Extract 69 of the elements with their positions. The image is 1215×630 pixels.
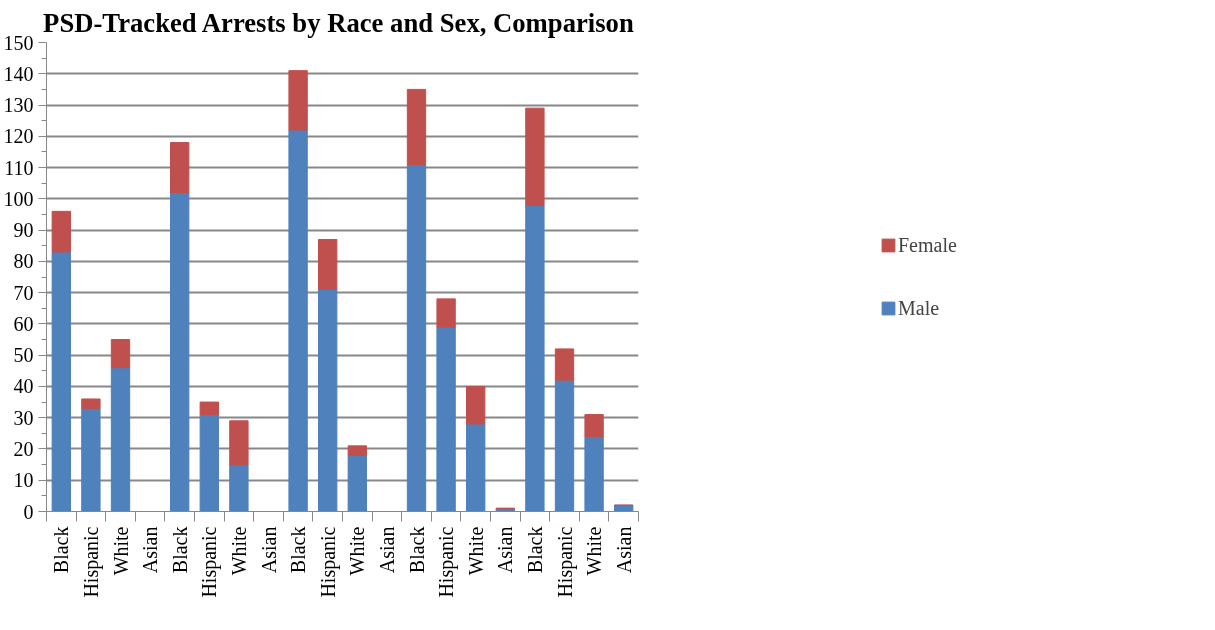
bar <box>170 142 190 194</box>
x-tick-label: Asian <box>257 526 280 574</box>
y-tick-label: 130 <box>3 94 34 117</box>
x-tick-label: Asian <box>139 526 162 574</box>
y-tick-label: 140 <box>3 62 34 85</box>
bar <box>318 238 338 291</box>
bar <box>288 70 308 131</box>
bar <box>525 204 545 512</box>
y-tick-label: 80 <box>13 250 34 273</box>
x-tick-label: White <box>346 526 369 576</box>
bar <box>288 129 308 512</box>
x-tick-label: Asian <box>375 526 398 574</box>
x-tick-label: Hispanic <box>435 526 459 598</box>
x-tick-label: Asian <box>494 526 517 574</box>
y-tick-label: 100 <box>3 187 34 210</box>
y-tick-label: 40 <box>13 375 34 398</box>
x-tick-label: Asian <box>612 526 635 574</box>
bar <box>347 454 367 512</box>
bar <box>466 423 486 512</box>
bar <box>81 407 101 512</box>
bar <box>584 414 604 437</box>
bar <box>199 414 219 512</box>
x-tick-label: Hispanic <box>553 526 577 598</box>
x-tick-label: Hispanic <box>79 526 103 598</box>
bar <box>51 210 71 253</box>
x-tick-label: Hispanic <box>316 526 340 598</box>
bar <box>199 401 219 416</box>
bar <box>436 298 456 328</box>
bar <box>554 348 575 381</box>
bar <box>229 464 249 512</box>
chart-title: PSD-Tracked Arrests by Race and Sex, Comparison <box>43 7 634 38</box>
x-tick-label: White <box>583 526 606 576</box>
x-tick-label: Black <box>287 526 310 574</box>
bar <box>51 251 71 512</box>
bar <box>406 88 427 165</box>
bar <box>554 379 575 512</box>
bar <box>525 107 545 206</box>
y-tick-label: 90 <box>13 219 34 242</box>
y-tick-label: 70 <box>13 281 34 304</box>
y-tick-label: 10 <box>13 469 34 492</box>
x-tick-label: White <box>464 526 487 576</box>
x-tick-label: Black <box>523 526 546 574</box>
bar <box>81 398 101 409</box>
bar <box>110 367 131 512</box>
x-tick-label: White <box>109 526 132 576</box>
bar <box>347 445 367 456</box>
y-tick-label: 150 <box>3 31 34 54</box>
x-tick-label: Black <box>405 526 428 574</box>
legend-label: Male <box>898 296 941 320</box>
bar <box>436 326 456 512</box>
bar <box>229 420 249 466</box>
y-tick-label: 30 <box>13 406 34 429</box>
bar <box>466 385 486 425</box>
bar <box>584 435 604 512</box>
bar <box>406 163 427 512</box>
y-tick-label: 120 <box>3 125 34 148</box>
y-tick-label: 50 <box>13 344 34 367</box>
x-tick-label: Black <box>168 526 191 574</box>
y-tick-label: 20 <box>13 437 34 460</box>
y-tick-label: 60 <box>13 312 34 335</box>
x-tick-label: Hispanic <box>198 526 222 598</box>
bar <box>110 339 131 369</box>
y-tick-label: 110 <box>4 156 34 179</box>
bar <box>318 289 338 512</box>
y-tick-label: 0 <box>23 500 34 523</box>
bar <box>170 192 190 512</box>
x-tick-label: White <box>227 526 250 576</box>
x-tick-label: Black <box>50 526 73 574</box>
legend-label: Female <box>898 233 958 257</box>
